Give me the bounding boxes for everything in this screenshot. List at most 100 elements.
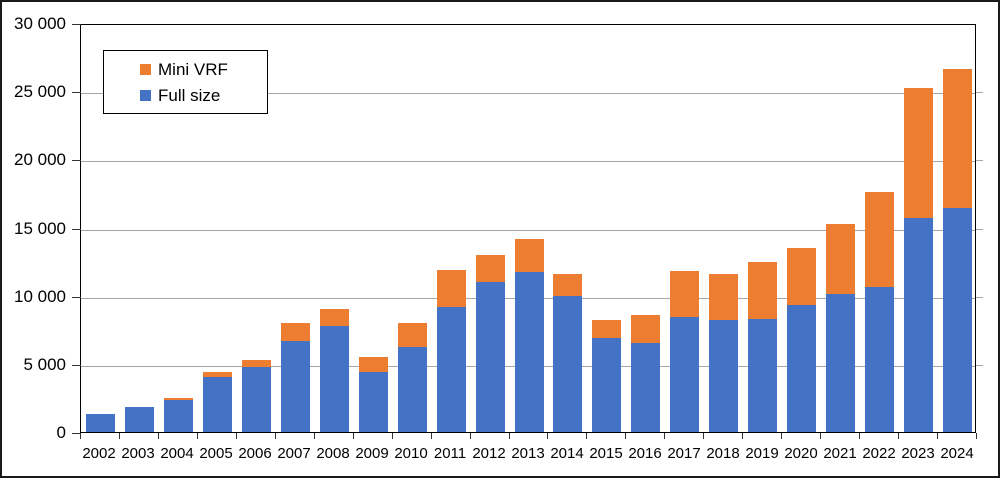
bar-2017-full-size xyxy=(670,317,699,432)
x-tick-8 xyxy=(392,433,393,439)
bar-2018-full-size xyxy=(709,320,738,432)
x-tick-12 xyxy=(547,433,548,439)
y-axis-label-10000: 10 000 xyxy=(14,287,66,306)
plot-area xyxy=(80,24,976,433)
bar-2003-full-size xyxy=(125,407,154,432)
bar-2005-mini-vrf xyxy=(203,372,232,377)
x-tick-20 xyxy=(859,433,860,439)
bar-2008-mini-vrf xyxy=(320,309,349,326)
x-axis-label-2023: 2023 xyxy=(901,445,935,462)
x-tick-18 xyxy=(781,433,782,439)
bar-2006-full-size xyxy=(242,367,271,432)
x-tick-16 xyxy=(703,433,704,439)
y-tick-0 xyxy=(72,433,81,434)
y-axis-label-5000: 5 000 xyxy=(23,355,66,374)
bar-2011-full-size xyxy=(437,307,466,432)
bar-2005-full-size xyxy=(203,377,232,432)
gridline-25000 xyxy=(81,93,975,94)
x-axis-label-2012: 2012 xyxy=(472,445,506,462)
bar-2020-full-size xyxy=(787,305,816,432)
right-tick-25000 xyxy=(976,92,983,93)
bar-2007-mini-vrf xyxy=(281,323,310,341)
bar-2015-full-size xyxy=(592,338,621,432)
bar-2018-mini-vrf xyxy=(709,274,738,320)
bar-2012-mini-vrf xyxy=(476,255,505,282)
x-tick-9 xyxy=(431,433,432,439)
legend: Mini VRF Full size xyxy=(103,50,268,114)
bar-2006-mini-vrf xyxy=(242,360,271,367)
x-axis-label-2011: 2011 xyxy=(433,445,467,462)
x-axis-label-2010: 2010 xyxy=(394,445,428,462)
x-axis-label-2020: 2020 xyxy=(784,445,818,462)
x-axis-label-2008: 2008 xyxy=(316,445,350,462)
x-axis-label-2004: 2004 xyxy=(160,445,194,462)
x-tick-2 xyxy=(158,433,159,439)
bar-2009-full-size xyxy=(359,372,388,432)
bar-2016-mini-vrf xyxy=(631,315,660,343)
x-axis-label-2017: 2017 xyxy=(667,445,701,462)
bar-2004-full-size xyxy=(164,400,193,432)
y-axis-label-0: 0 xyxy=(56,423,66,442)
x-tick-4 xyxy=(236,433,237,439)
y-axis-label-25000: 25 000 xyxy=(14,82,66,101)
x-axis-label-2013: 2013 xyxy=(511,445,545,462)
x-axis-label-2014: 2014 xyxy=(550,445,584,462)
bar-2024-full-size xyxy=(943,208,972,432)
x-axis-label-2024: 2024 xyxy=(940,445,974,462)
x-tick-17 xyxy=(742,433,743,439)
y-tick-30000 xyxy=(72,24,81,25)
x-axis-label-2019: 2019 xyxy=(745,445,779,462)
gridline-15000 xyxy=(81,230,975,231)
right-tick-15000 xyxy=(976,229,983,230)
bar-2023-full-size xyxy=(904,218,933,432)
x-tick-5 xyxy=(275,433,276,439)
bar-2004-mini-vrf xyxy=(164,398,193,400)
bar-2022-full-size xyxy=(865,287,894,432)
bar-2012-full-size xyxy=(476,282,505,432)
bar-2023-mini-vrf xyxy=(904,88,933,218)
y-tick-25000 xyxy=(72,92,81,93)
legend-item-mini-vrf: Mini VRF xyxy=(140,60,267,79)
bar-2022-mini-vrf xyxy=(865,192,894,287)
right-tick-20000 xyxy=(976,160,983,161)
x-axis-label-2002: 2002 xyxy=(82,445,116,462)
bar-2014-mini-vrf xyxy=(553,274,582,296)
bar-2015-mini-vrf xyxy=(592,320,621,338)
bar-2024-mini-vrf xyxy=(943,69,972,208)
y-tick-5000 xyxy=(72,365,81,366)
bar-2013-full-size xyxy=(515,272,544,432)
bar-2007-full-size xyxy=(281,341,310,432)
x-axis-label-2009: 2009 xyxy=(355,445,389,462)
x-tick-7 xyxy=(353,433,354,439)
x-axis-label-2005: 2005 xyxy=(199,445,233,462)
x-tick-3 xyxy=(197,433,198,439)
bar-2010-full-size xyxy=(398,347,427,432)
bar-2019-full-size xyxy=(748,319,777,432)
x-tick-10 xyxy=(470,433,471,439)
x-axis-label-2003: 2003 xyxy=(121,445,155,462)
legend-label-full-size: Full size xyxy=(158,85,221,105)
right-tick-10000 xyxy=(976,297,983,298)
y-tick-10000 xyxy=(72,297,81,298)
x-axis-label-2016: 2016 xyxy=(628,445,662,462)
x-tick-23 xyxy=(976,433,977,439)
x-tick-14 xyxy=(625,433,626,439)
bar-2017-mini-vrf xyxy=(670,271,699,317)
bar-2011-mini-vrf xyxy=(437,270,466,307)
gridline-20000 xyxy=(81,161,975,162)
bar-2021-full-size xyxy=(826,294,855,432)
x-tick-22 xyxy=(937,433,938,439)
bar-2002-full-size xyxy=(86,414,115,432)
bar-2021-mini-vrf xyxy=(826,224,855,294)
x-tick-6 xyxy=(314,433,315,439)
y-tick-15000 xyxy=(72,229,81,230)
bar-2016-full-size xyxy=(631,343,660,432)
right-tick-5000 xyxy=(976,365,983,366)
bar-2013-mini-vrf xyxy=(515,239,544,272)
x-axis-label-2006: 2006 xyxy=(238,445,272,462)
x-tick-13 xyxy=(586,433,587,439)
x-axis-label-2018: 2018 xyxy=(706,445,740,462)
x-tick-11 xyxy=(509,433,510,439)
bar-2019-mini-vrf xyxy=(748,262,777,319)
